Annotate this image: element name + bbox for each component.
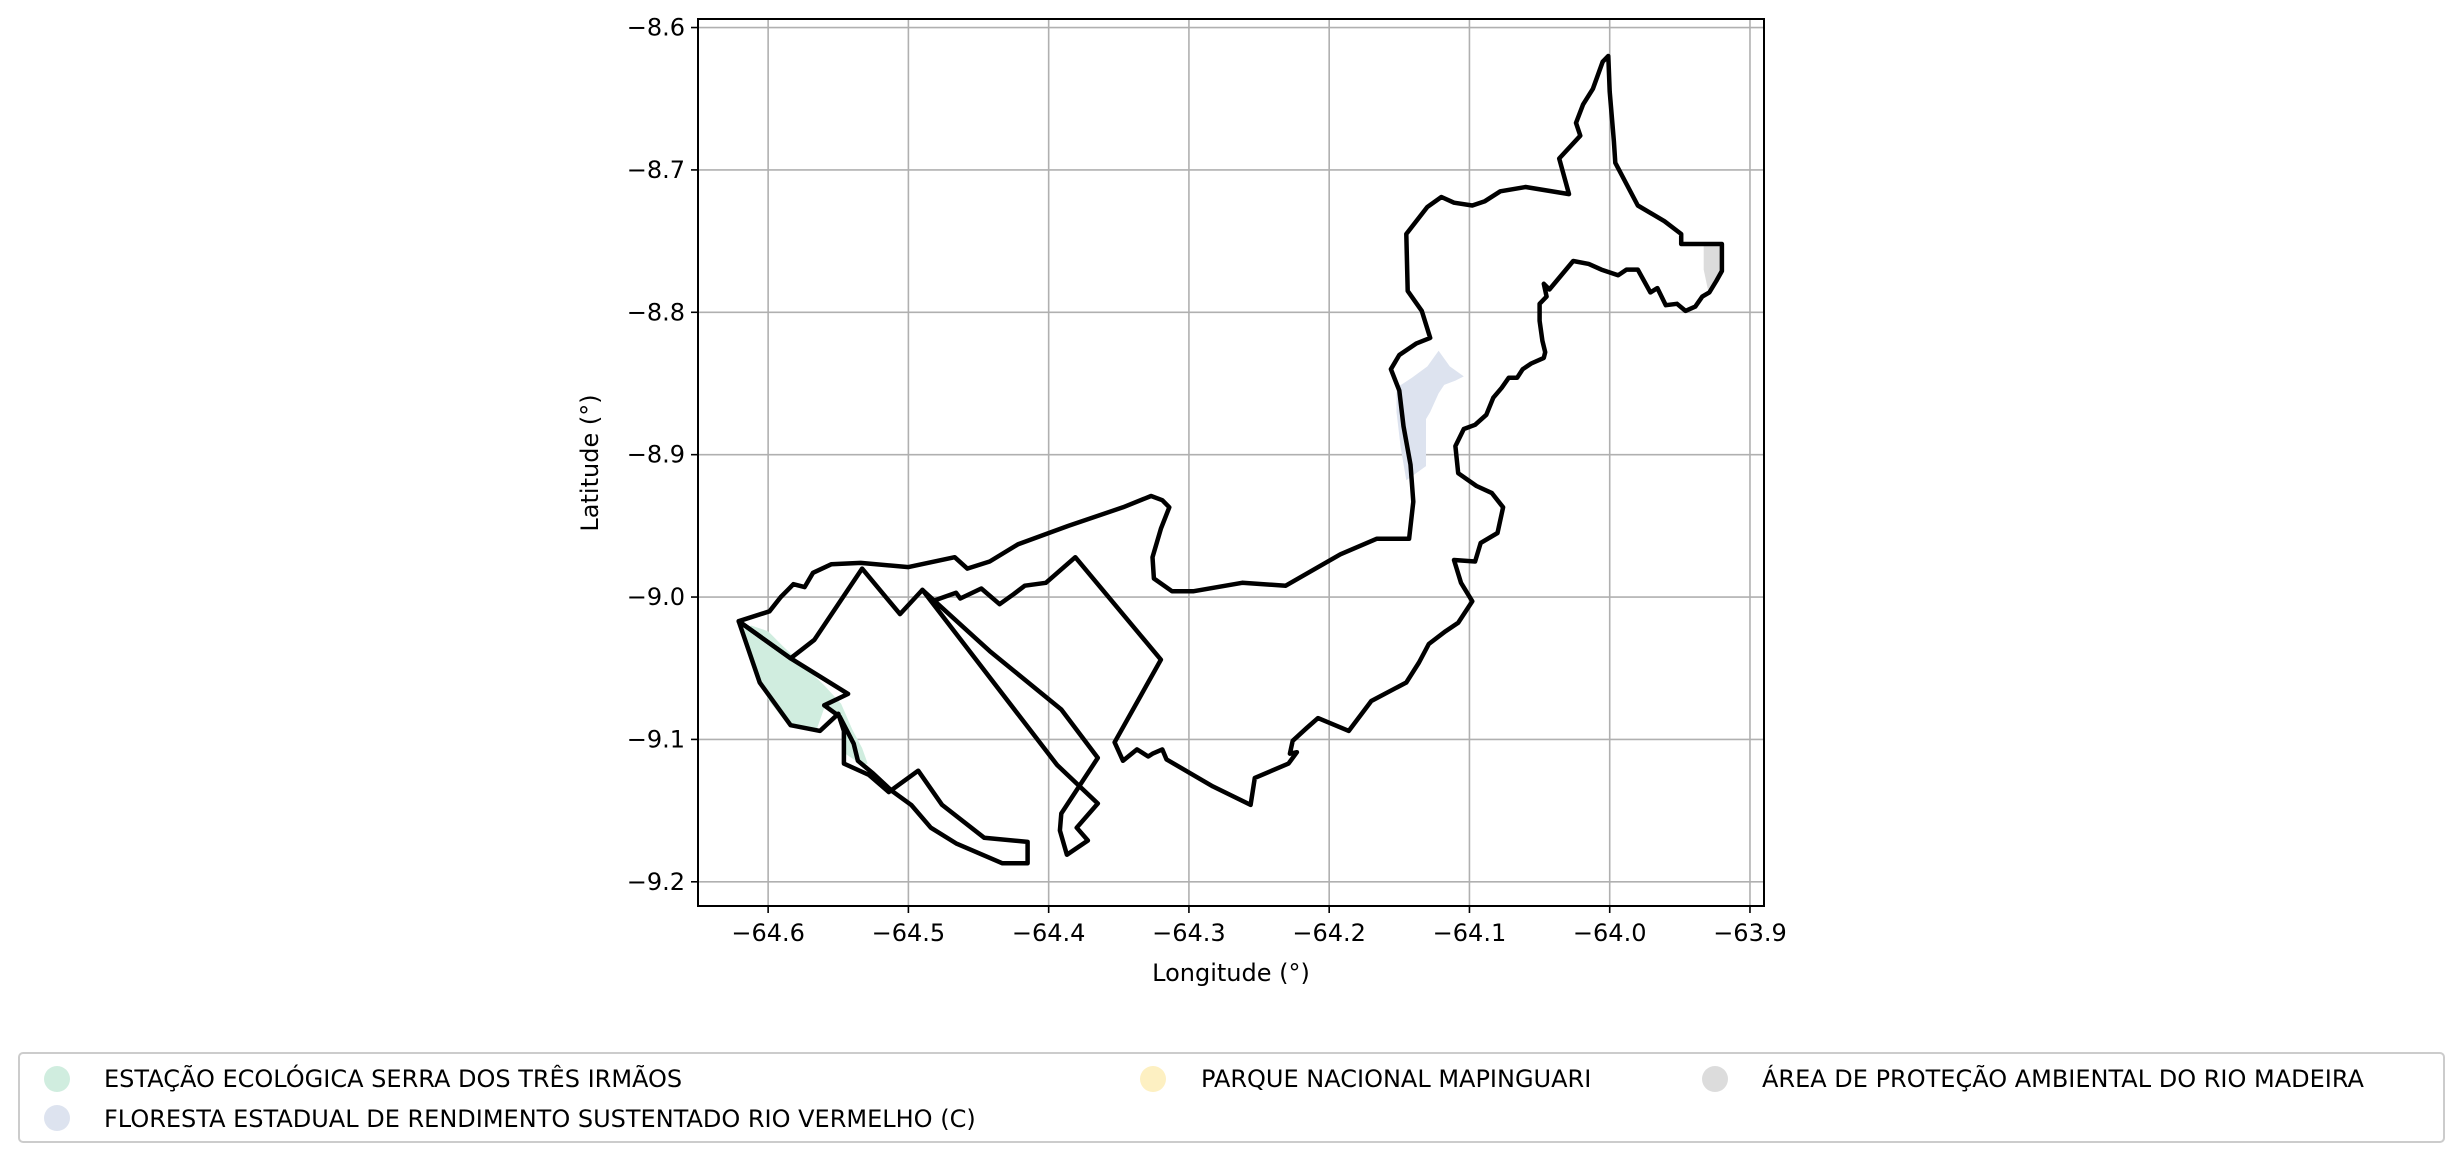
x-tick-label: −64.1 bbox=[1433, 919, 1507, 947]
x-tick-label: −64.4 bbox=[1012, 919, 1086, 947]
boundary-east-polygon bbox=[920, 587, 1101, 857]
protected-area-fills bbox=[742, 244, 1721, 765]
y-tick-label: −9.0 bbox=[627, 583, 685, 611]
boundary-main-boundary bbox=[736, 53, 1725, 808]
y-tick-label: −8.9 bbox=[627, 441, 685, 469]
legend-label-floresta-estadual: FLORESTA ESTADUAL DE RENDIMENTO SUSTENTA… bbox=[104, 1105, 976, 1133]
y-tick-label: −9.2 bbox=[627, 868, 685, 896]
boundary-outlines bbox=[736, 53, 1725, 866]
y-tick-label: −9.1 bbox=[627, 725, 685, 753]
x-tick-label: −64.0 bbox=[1573, 919, 1647, 947]
area-fill-area-protecao-madeira bbox=[1703, 244, 1721, 290]
legend: ESTAÇÃO ECOLÓGICA SERRA DOS TRÊS IRMÃOS … bbox=[18, 1052, 2445, 1143]
x-tick-label: −64.2 bbox=[1292, 919, 1366, 947]
y-tick-label: −8.6 bbox=[627, 14, 685, 42]
axes-frame bbox=[697, 18, 1765, 907]
legend-marker-parque-nacional bbox=[1140, 1066, 1166, 1092]
legend-frame bbox=[18, 1052, 2445, 1143]
legend-marker-floresta-estadual bbox=[44, 1105, 70, 1131]
legend-label-area-protecao-madeira: ÁREA DE PROTEÇÃO AMBIENTAL DO RIO MADEIR… bbox=[1762, 1063, 2365, 1093]
boundary-west-polygon bbox=[736, 618, 1030, 866]
y-tick-label: −8.8 bbox=[627, 298, 685, 326]
y-axis-label: Latitude (°) bbox=[576, 394, 604, 531]
x-tick-label: −64.3 bbox=[1152, 919, 1226, 947]
x-axis-label: Longitude (°) bbox=[1152, 959, 1310, 987]
x-tick-label: −64.5 bbox=[872, 919, 946, 947]
area-fill-floresta-estadual bbox=[1396, 350, 1464, 481]
grid-lines bbox=[698, 19, 1764, 906]
y-tick-label: −8.7 bbox=[627, 156, 685, 184]
area-fill-estacao-ecologica bbox=[742, 625, 868, 765]
legend-label-parque-nacional: PARQUE NACIONAL MAPINGUARI bbox=[1201, 1065, 1591, 1093]
legend-marker-area-protecao-madeira bbox=[1702, 1066, 1728, 1092]
legend-marker-estacao-ecologica bbox=[44, 1066, 70, 1092]
axis-ticks: −64.6 −64.5 −64.4 −64.3 −64.2 −64.1 −64.0 −63.9… bbox=[627, 14, 1787, 947]
x-tick-label: −63.9 bbox=[1713, 919, 1787, 947]
x-tick-label: −64.6 bbox=[731, 919, 805, 947]
legend-label-estacao-ecologica: ESTAÇÃO ECOLÓGICA SERRA DOS TRÊS IRMÃOS bbox=[104, 1063, 682, 1093]
